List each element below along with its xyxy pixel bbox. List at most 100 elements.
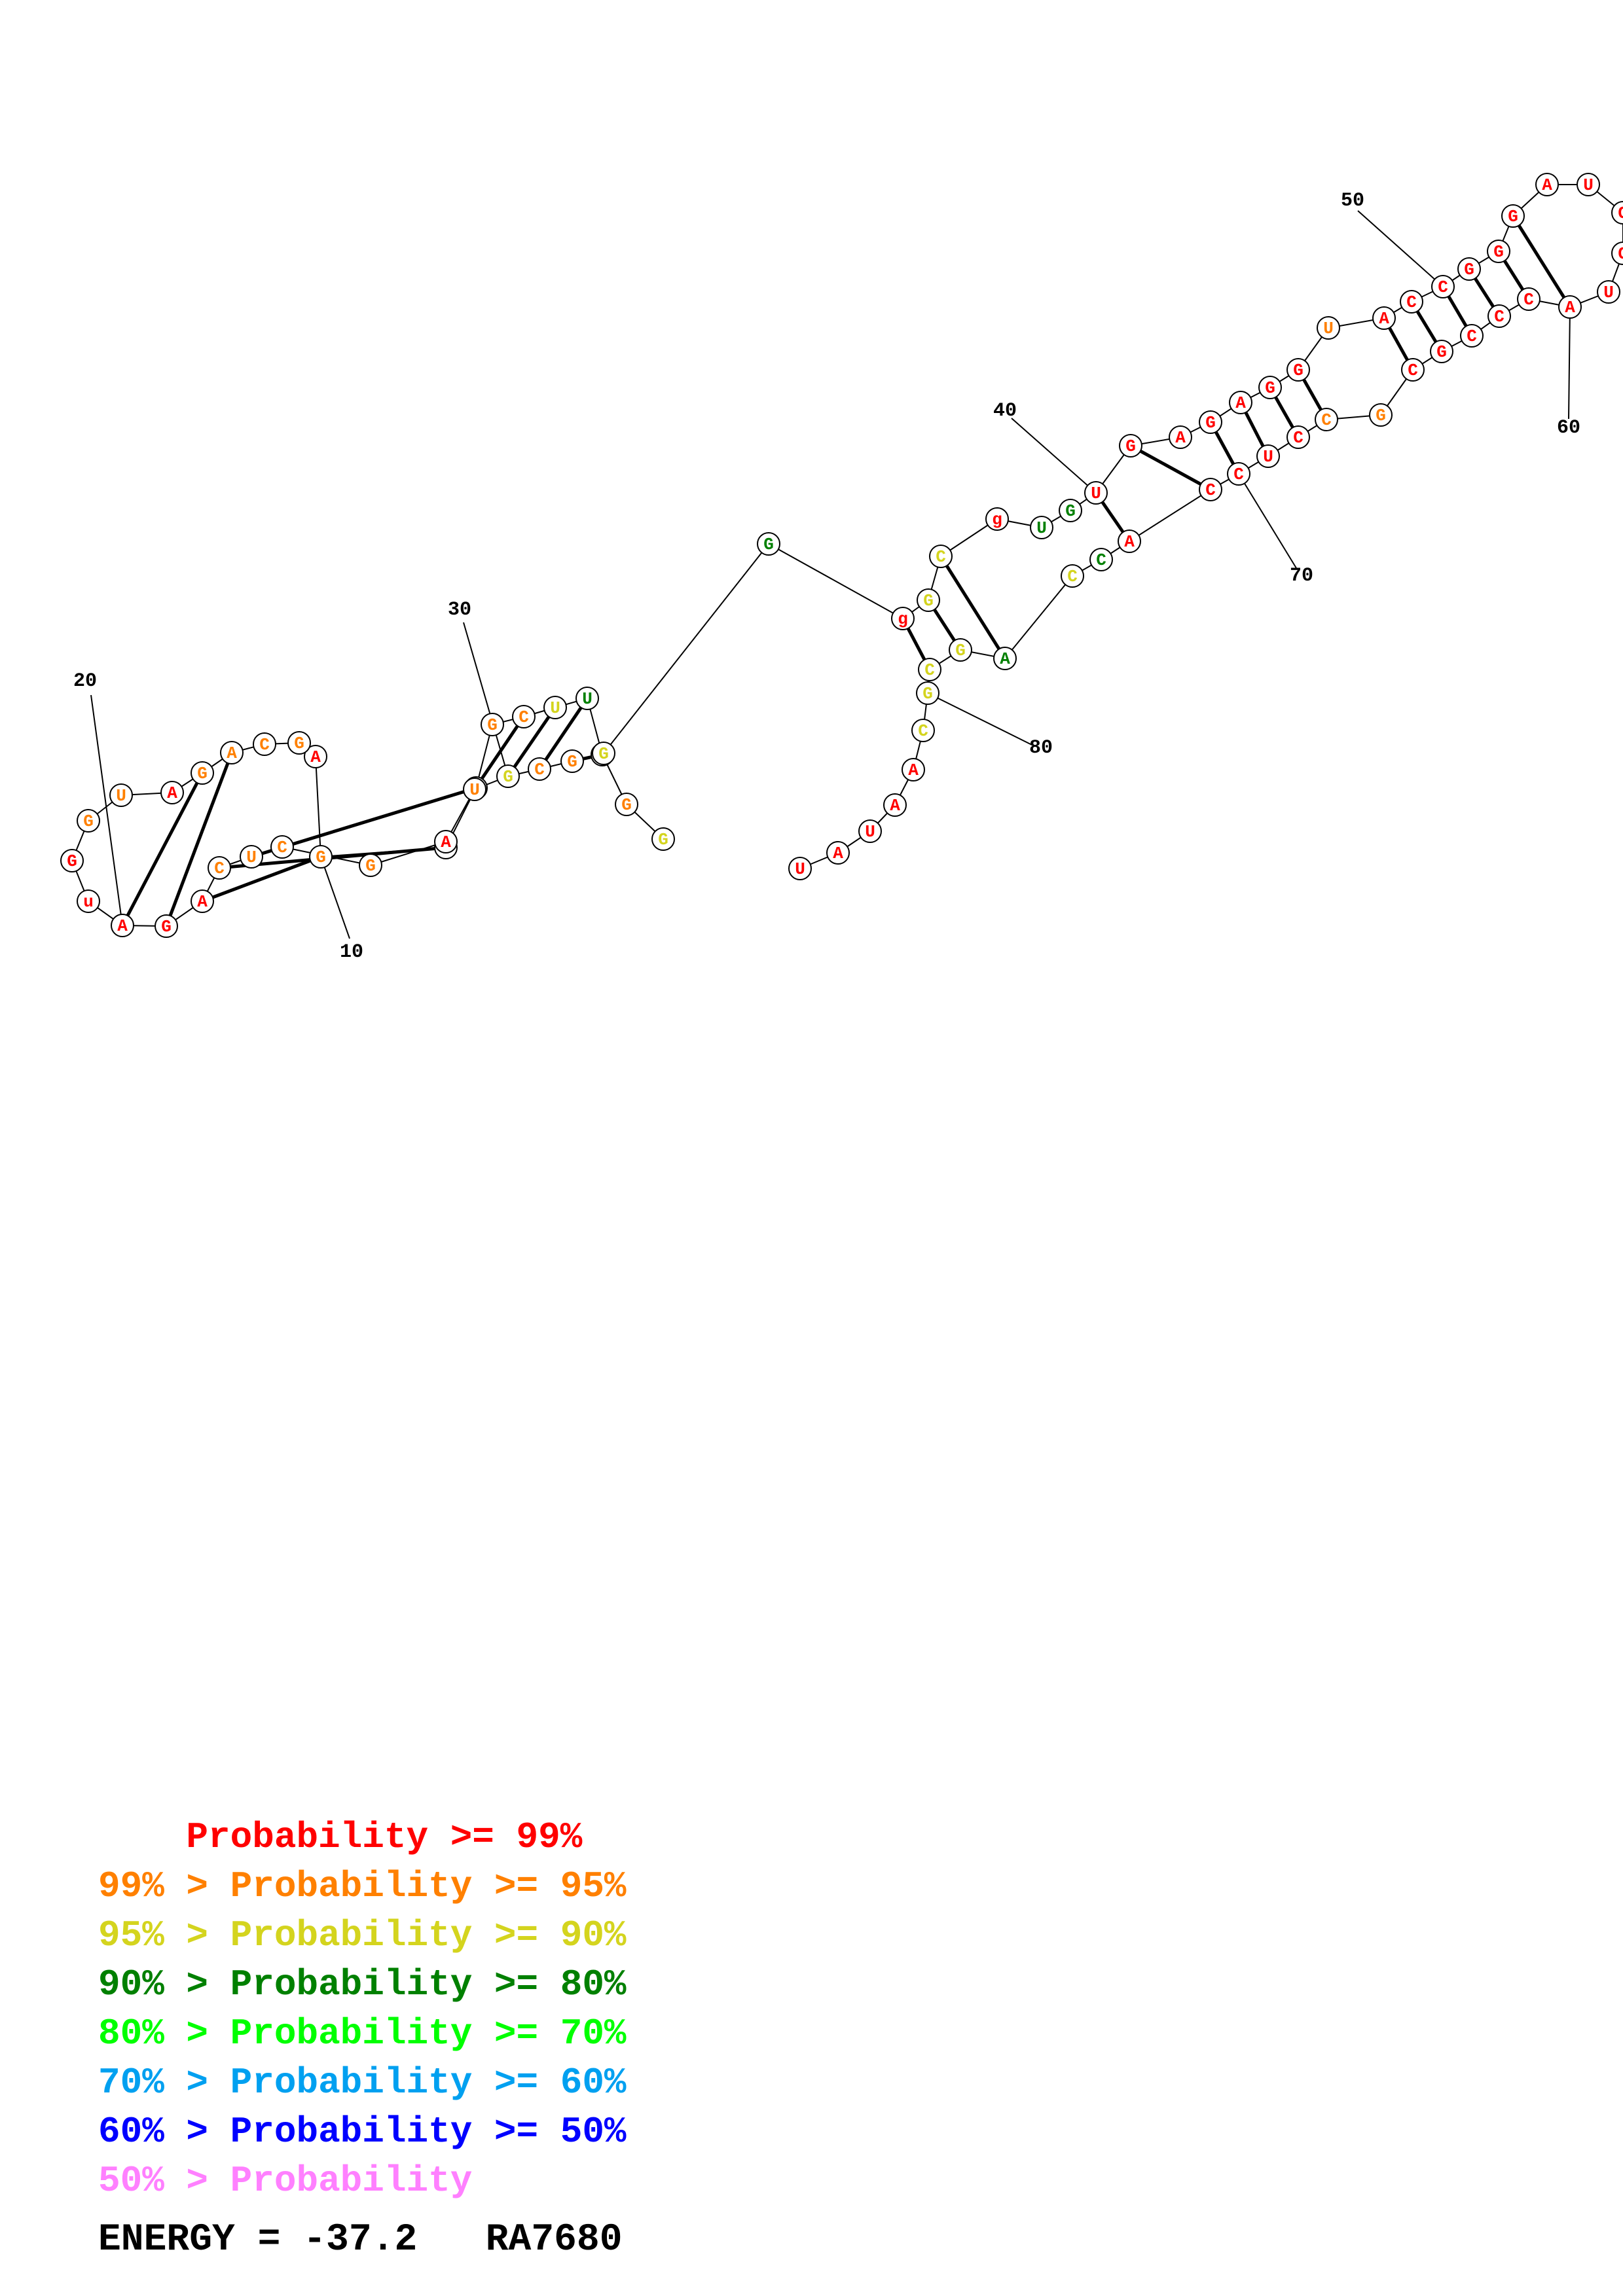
nucleotide-letter: C xyxy=(924,660,935,680)
nucleotide-letter: G xyxy=(503,767,513,787)
nucleotide-letter: A xyxy=(890,796,900,816)
nucleotide-circle xyxy=(208,856,231,880)
position-tick xyxy=(320,856,350,939)
nucleotide: C xyxy=(1401,358,1425,382)
nucleotide-circle xyxy=(1119,434,1142,457)
nucleotide-circle xyxy=(1369,403,1393,427)
position-label: 30 xyxy=(448,599,471,621)
nucleotide-circle xyxy=(1611,242,1623,265)
nucleotide-circle xyxy=(917,588,940,612)
nucleotide-letter: A xyxy=(441,833,451,852)
nucleotide-circle xyxy=(528,757,551,781)
nucleotide-circle xyxy=(543,696,567,719)
nucleotide-circle xyxy=(1597,280,1620,304)
backbone-segment xyxy=(370,841,447,866)
nucleotide-letter: A xyxy=(908,761,919,780)
legend-row: 70% > Probability >= 60% xyxy=(98,2058,627,2108)
nucleotide-circle xyxy=(160,781,184,804)
nucleotide-circle xyxy=(155,914,178,938)
legend-prefix xyxy=(98,1816,186,1858)
nucleotide-letter: G xyxy=(621,795,632,815)
position-label: 60 xyxy=(1557,417,1580,439)
nucleotide: G xyxy=(309,845,333,869)
legend-row: 50% > Probability xyxy=(98,2157,627,2206)
nucleotide: A xyxy=(434,830,458,853)
position-label: 10 xyxy=(340,941,363,963)
nucleotide: A xyxy=(304,745,327,768)
base-pair-bond xyxy=(1511,215,1572,308)
nucleotide-circle xyxy=(1400,290,1423,314)
nucleotide: C xyxy=(1517,287,1541,311)
nucleotide: U xyxy=(1577,173,1600,196)
nucleotide-circle xyxy=(1286,425,1310,449)
nucleotide-letter: G xyxy=(161,917,172,937)
nucleotide-letter: U xyxy=(1323,319,1334,338)
legend-text: Probability >= 50% xyxy=(230,2111,627,2153)
nucleotide-circle xyxy=(911,719,935,742)
legend-text: Probability xyxy=(230,2160,473,2202)
nucleotide: U xyxy=(1317,316,1340,340)
nucleotide-circle xyxy=(1431,275,1455,298)
position-tick-layer: 10 20 30 40 50 60 70 80 xyxy=(73,190,1580,963)
footer: ENERGY = -37.2 RA7680 xyxy=(98,2219,623,2261)
nucleotide-letter: C xyxy=(1408,361,1418,380)
nucleotide-letter: U xyxy=(582,689,593,709)
nucleotide-letter: G xyxy=(1065,501,1076,521)
nucleotide-letter: G xyxy=(1508,207,1518,226)
nucleotide-circle xyxy=(1059,499,1082,522)
nucleotide-circle xyxy=(77,809,100,833)
nucleotide-circle xyxy=(1558,295,1582,319)
nucleotide-letter: C xyxy=(1523,290,1534,310)
backbone-layer xyxy=(71,184,1623,927)
nucleotide-letter: U xyxy=(550,698,560,718)
nucleotide: G xyxy=(560,749,584,773)
nucleotide-circle xyxy=(1118,529,1141,553)
nucleotide-letter: C xyxy=(534,760,545,780)
nucleotide-letter: u xyxy=(83,892,94,912)
nucleotide: G xyxy=(615,793,638,816)
nucleotide-letter: G xyxy=(83,812,94,831)
nucleotide: U xyxy=(1084,481,1108,505)
nucleotide-letter: C xyxy=(259,735,270,755)
nucleotide-letter: A xyxy=(1175,428,1186,448)
nucleotide: A xyxy=(1118,529,1141,553)
nucleotide-circle xyxy=(826,841,850,865)
nucleotide-circle xyxy=(1501,204,1525,228)
nucleotide-circle xyxy=(253,732,276,756)
position-tick xyxy=(1011,418,1097,493)
nucleotide-letter: U xyxy=(1583,175,1594,195)
nucleotide: G xyxy=(1199,410,1222,434)
nucleotide-circle xyxy=(1229,391,1252,414)
nucleotide: G xyxy=(592,742,615,765)
legend-text: Probability >= 70% xyxy=(230,2013,627,2054)
nucleotide-circle xyxy=(788,857,812,880)
nucleotide-letter: U xyxy=(1603,283,1614,302)
nucleotide-circle xyxy=(651,827,675,851)
nucleotide-letter: G xyxy=(923,591,934,611)
legend-row: 80% > Probability >= 70% xyxy=(98,2009,627,2058)
legend-row: 60% > Probability >= 50% xyxy=(98,2108,627,2157)
nucleotide: G xyxy=(1369,403,1393,427)
legend-prefix: 95% > xyxy=(98,1914,230,1956)
legend-prefix: 80% > xyxy=(98,2013,230,2054)
nucleotide-letter: C xyxy=(1467,327,1477,346)
legend-row: 95% > Probability >= 90% xyxy=(98,1911,627,1960)
nucleotide-letter: G xyxy=(1376,406,1386,425)
nucleotide: G xyxy=(191,761,214,785)
nucleotide: G xyxy=(359,853,382,877)
nucleotide: A xyxy=(902,758,925,781)
nucleotide-letter: C xyxy=(1233,465,1244,484)
nucleotide-letter: A xyxy=(1124,532,1135,552)
nucleotide-letter: A xyxy=(1000,649,1010,669)
nucleotide-letter: U xyxy=(1091,484,1101,503)
legend-text: Probability >= 90% xyxy=(230,1914,627,1956)
nucleotide-letter: g xyxy=(898,609,908,629)
backbone-segment xyxy=(768,543,903,619)
nucleotide: C xyxy=(1061,564,1084,588)
nucleotide: A xyxy=(160,781,184,804)
nucleotide-letter: A xyxy=(833,844,843,863)
nucleotide: C xyxy=(1611,242,1623,265)
nucleotide-circle xyxy=(109,783,133,807)
nucleotide-circle xyxy=(1199,410,1222,434)
nucleotide: C xyxy=(929,545,953,568)
